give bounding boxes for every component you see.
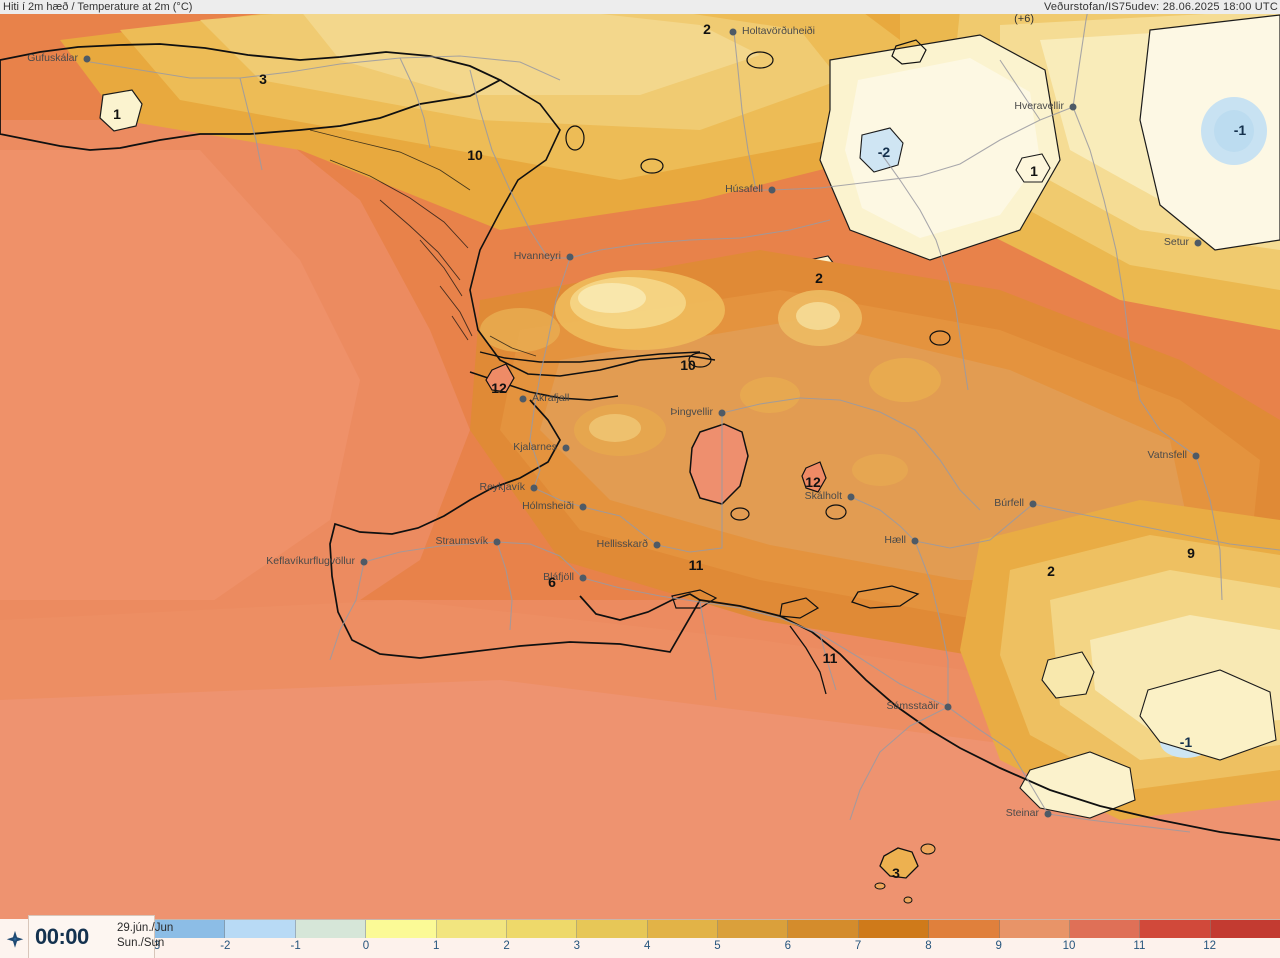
model-run-offset: (+6) bbox=[1014, 13, 1034, 25]
page-title: Hiti í 2m hæð / Temperature at 2m (°C) bbox=[3, 1, 193, 13]
color-scale-tick-label: -3 bbox=[149, 940, 161, 952]
color-scale-tick-label: 1 bbox=[433, 940, 440, 952]
color-scale-tick-label: 12 bbox=[1203, 940, 1217, 952]
color-scale-tick-label: 5 bbox=[714, 940, 721, 952]
date-block: 29.jún./Jun Sun./Sun bbox=[117, 921, 173, 951]
color-scale-swatch[interactable] bbox=[718, 920, 789, 938]
color-scale-tick-label: 4 bbox=[643, 940, 651, 952]
color-scale-swatch[interactable] bbox=[788, 920, 859, 938]
color-scale-swatch[interactable] bbox=[647, 920, 718, 938]
color-scale-swatch[interactable] bbox=[1069, 920, 1141, 938]
color-scale-tick-label: 0 bbox=[362, 940, 370, 952]
color-scale-swatch[interactable] bbox=[577, 920, 648, 938]
color-scale-tick-label: 9 bbox=[995, 940, 1002, 952]
color-scale-swatch[interactable] bbox=[1210, 920, 1280, 938]
clock-label: 00:00 bbox=[35, 924, 89, 949]
map-header-bar: Hiti í 2m hæð / Temperature at 2m (°C) V… bbox=[0, 0, 1280, 14]
color-scale-tick-label: 7 bbox=[854, 940, 862, 952]
color-scale-swatch[interactable] bbox=[225, 920, 296, 938]
color-scale-tick-label: 8 bbox=[925, 940, 932, 952]
color-scale-tick-label: 3 bbox=[573, 940, 581, 952]
color-scale-tick-label: -1 bbox=[290, 940, 301, 952]
legend-bar: -3 -2 -1 0 1 2 3 4 5 6 7 8 9 10 11 12 00:00 29.jún./Jun… bbox=[0, 915, 1280, 958]
color-scale-tick-label: 10 bbox=[1062, 940, 1076, 952]
color-scale-swatch[interactable] bbox=[506, 920, 578, 938]
time-display-box[interactable]: 00:00 29.jún./Jun Sun./Sun bbox=[28, 915, 173, 958]
color-scale-tick-label: -2 bbox=[220, 940, 231, 952]
date-label: 29.jún./Jun bbox=[117, 922, 174, 934]
color-scale[interactable] bbox=[155, 920, 1280, 938]
color-scale-tick-label: 11 bbox=[1133, 940, 1146, 952]
color-scale-swatch[interactable] bbox=[999, 920, 1070, 938]
color-scale-swatch[interactable] bbox=[436, 920, 507, 938]
color-scale-swatch[interactable] bbox=[366, 920, 437, 938]
model-run-info: Veðurstofan/IS75udev: 28.06.2025 18:00 U… bbox=[1043, 1, 1278, 13]
color-scale-swatch[interactable] bbox=[155, 920, 226, 938]
color-scale-swatch[interactable] bbox=[1140, 920, 1211, 938]
color-scale-ticks: -3 -2 -1 0 1 2 3 4 5 6 7 8 9 10 11 12 bbox=[150, 938, 1280, 956]
time-control[interactable]: 00:00 29.jún./Jun Sun./Sun bbox=[0, 915, 173, 958]
compass-star-icon[interactable] bbox=[4, 929, 26, 951]
color-scale-swatch[interactable] bbox=[929, 920, 1000, 938]
color-scale-tick-label: 2 bbox=[503, 940, 510, 952]
color-scale-swatch[interactable] bbox=[295, 920, 367, 938]
color-scale-swatch[interactable] bbox=[858, 920, 930, 938]
weekday-label: Sun./Sun bbox=[117, 937, 165, 949]
color-scale-tick-label: 6 bbox=[784, 940, 792, 952]
